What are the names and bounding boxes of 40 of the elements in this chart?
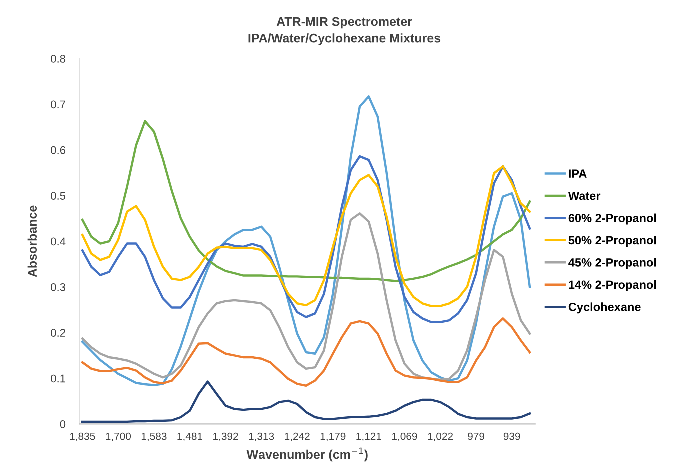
x-tick-label: 1,583: [142, 432, 167, 442]
line-series: [82, 120, 532, 282]
y-tick-label: 0.8: [51, 55, 66, 63]
line-series: [82, 380, 532, 424]
y-tick-label: 0.1: [51, 374, 66, 383]
line-series: [82, 165, 532, 308]
legend-label: 45% 2-Propanol: [568, 258, 656, 270]
x-tick-label: 1,700: [106, 432, 132, 442]
y-tick-label: 0.4: [51, 238, 66, 246]
x-tick-label: 1,022: [428, 432, 454, 442]
x-tick-label: 979: [468, 432, 484, 440]
x-tick-label: 1,069: [392, 432, 418, 442]
legend-label: Water: [568, 192, 601, 200]
x-tick-label: 1,481: [178, 432, 203, 442]
legend-label: 14% 2-Propanol: [569, 280, 656, 292]
x-axis-title: Wavenumber (cm$^{−1}$): [246, 448, 368, 462]
chart-title: ATR-MIR Spectrometer: [276, 17, 412, 29]
line-series: [82, 155, 532, 324]
legend-label: Cyclohexane: [568, 302, 641, 314]
x-tick-label: 939: [504, 432, 520, 440]
y-tick-label: 0.6: [51, 146, 66, 154]
x-tick-label: 1,392: [214, 432, 238, 442]
y-tick-label: 0: [60, 420, 66, 428]
legend-label: 50% 2-Propanol: [568, 236, 656, 248]
legend-label: 60% 2-Propanol: [568, 214, 656, 225]
x-tick-label: 1,121: [356, 432, 382, 442]
chart-subtitle: IPA/Water/Cyclohexane Mixtures: [248, 34, 441, 46]
line-series: [82, 212, 532, 382]
y-tick-label: 0.7: [51, 100, 66, 109]
y-tick-label: 0.5: [51, 192, 66, 200]
x-tick-label: 1,179: [320, 432, 346, 442]
x-tick-label: 1,313: [249, 432, 274, 442]
y-tick-label: 0.2: [51, 329, 66, 337]
line-series: [82, 318, 532, 387]
x-tick-label: 1,242: [285, 432, 310, 442]
x-tick-label: 1,835: [70, 432, 96, 442]
y-tick-label: 0.3: [51, 283, 66, 292]
y-axis-title: Absorbance: [28, 206, 38, 278]
line-series: [82, 96, 532, 387]
legend-label: IPA: [569, 170, 587, 178]
